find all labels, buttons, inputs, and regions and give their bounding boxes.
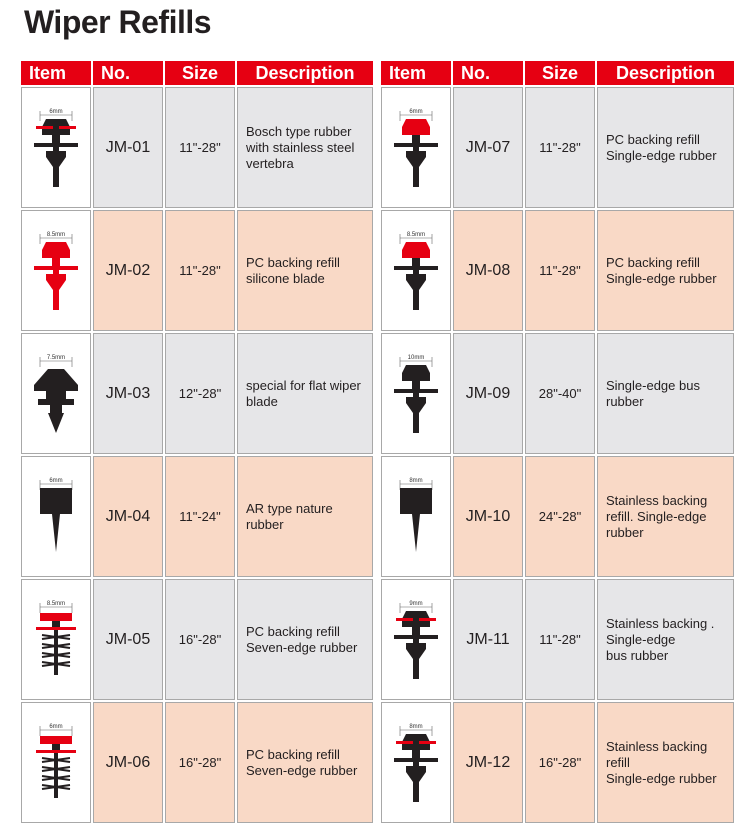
- header-item: Item: [381, 61, 451, 85]
- header-item: Item: [21, 61, 91, 85]
- item-description: Stainless backing . Single-edge bus rubb…: [597, 579, 734, 700]
- dimension-label: 6mm: [409, 109, 422, 115]
- header-size: Size: [525, 61, 595, 85]
- item-description: PC backing refill Single-edge rubber: [597, 87, 734, 208]
- dimension-label: 8.5mm: [407, 232, 425, 238]
- item-description: special for flat wiper blade: [237, 333, 373, 454]
- bus-steel-profile-icon: 9mm: [394, 601, 438, 679]
- item-description: PC backing refill silicone blade: [237, 210, 373, 331]
- bus-profile-icon: 10mm: [394, 355, 438, 433]
- refills-table-left: Item No. Size Description 6mm JM-01 11"-28…: [19, 59, 375, 825]
- dimension-label: 8.5mm: [47, 601, 65, 607]
- item-description: PC backing refill Seven-edge rubber: [237, 702, 373, 823]
- item-image: 8mm: [381, 456, 451, 577]
- seven-edge-profile-icon: 6mm: [36, 724, 76, 798]
- item-size: 28"-40": [525, 333, 595, 454]
- item-image: 7.5mm: [21, 333, 91, 454]
- item-size: 12"-28": [165, 333, 235, 454]
- table-row: 6mm JM-06 16"-28" PC backing refill Seven-e…: [21, 702, 373, 823]
- item-number: JM-02: [93, 210, 163, 331]
- item-number: JM-06: [93, 702, 163, 823]
- item-image: 8.5mm: [21, 210, 91, 331]
- header-no: No.: [453, 61, 523, 85]
- item-number: JM-09: [453, 333, 523, 454]
- table-row: 6mm JM-01 11"-28" Bosch type rubber with st…: [21, 87, 373, 208]
- table-row: 9mm JM-11 11"-28" Stainless backing . Singl…: [381, 579, 734, 700]
- pc-profile-icon: 6mm: [394, 109, 438, 187]
- header-description: Description: [597, 61, 734, 85]
- ar-profile-icon: 8mm: [399, 478, 433, 552]
- item-size: 16"-28": [165, 702, 235, 823]
- item-size: 11"-28": [165, 210, 235, 331]
- item-size: 11"-28": [525, 579, 595, 700]
- dimension-label: 8mm: [409, 478, 422, 484]
- item-image: 6mm: [21, 87, 91, 208]
- flat-profile-icon: 7.5mm: [34, 355, 78, 433]
- item-size: 11"-28": [525, 210, 595, 331]
- item-description: PC backing refill Seven-edge rubber: [237, 579, 373, 700]
- header-size: Size: [165, 61, 235, 85]
- item-size: 16"-28": [525, 702, 595, 823]
- table-row: 8.5mm JM-05 16"-28" PC backing refill Seven…: [21, 579, 373, 700]
- seven-edge-profile-icon: 8.5mm: [36, 601, 76, 675]
- item-image: 6mm: [21, 456, 91, 577]
- refills-table-right: Item No. Size Description 6mm JM-07 11"-28…: [379, 59, 736, 825]
- item-description: PC backing refill Single-edge rubber: [597, 210, 734, 331]
- item-number: JM-05: [93, 579, 163, 700]
- dimension-label: 6mm: [49, 478, 62, 484]
- pc-profile-icon: 8.5mm: [394, 232, 438, 310]
- table-row: 7.5mm JM-03 12"-28" special for flat wiper …: [21, 333, 373, 454]
- item-image: 8.5mm: [381, 210, 451, 331]
- header-description: Description: [237, 61, 373, 85]
- item-image: 9mm: [381, 579, 451, 700]
- item-number: JM-08: [453, 210, 523, 331]
- item-number: JM-07: [453, 87, 523, 208]
- item-size: 11"-28": [525, 87, 595, 208]
- item-description: Bosch type rubber with stainless steel v…: [237, 87, 373, 208]
- bosch-profile-icon: 8mm: [394, 724, 438, 802]
- table-row: 8.5mm JM-02 11"-28" PC backing refill silic…: [21, 210, 373, 331]
- bosch-profile-icon: 6mm: [34, 109, 78, 187]
- table-row: 8.5mm JM-08 11"-28" PC backing refill Singl…: [381, 210, 734, 331]
- dimension-label: 9mm: [409, 601, 422, 607]
- table-row: 6mm JM-04 11"-24" AR type nature rubber: [21, 456, 373, 577]
- page-title: Wiper Refills: [24, 4, 212, 40]
- item-image: 6mm: [21, 702, 91, 823]
- dimension-label: 6mm: [49, 724, 62, 730]
- dimension-label: 8mm: [409, 724, 422, 730]
- item-image: 8mm: [381, 702, 451, 823]
- item-image: 10mm: [381, 333, 451, 454]
- dimension-label: 7.5mm: [47, 355, 65, 361]
- item-description: Stainless backing refill. Single-edge ru…: [597, 456, 734, 577]
- item-number: JM-11: [453, 579, 523, 700]
- item-image: 6mm: [381, 87, 451, 208]
- item-description: Stainless backing refill Single-edge rub…: [597, 702, 734, 823]
- header-no: No.: [93, 61, 163, 85]
- table-row: 8mm JM-12 16"-28" Stainless backing refill …: [381, 702, 734, 823]
- item-number: JM-01: [93, 87, 163, 208]
- pc-silicone-profile-icon: 8.5mm: [34, 232, 78, 310]
- item-number: JM-10: [453, 456, 523, 577]
- dimension-label: 10mm: [408, 355, 425, 361]
- item-size: 24"-28": [525, 456, 595, 577]
- dimension-label: 6mm: [49, 109, 62, 115]
- item-image: 8.5mm: [21, 579, 91, 700]
- table-row: 6mm JM-07 11"-28" PC backing refill Single-…: [381, 87, 734, 208]
- item-number: JM-12: [453, 702, 523, 823]
- item-description: AR type nature rubber: [237, 456, 373, 577]
- table-row: 10mm JM-09 28"-40" Single-edge bus rubber: [381, 333, 734, 454]
- dimension-label: 8.5mm: [47, 232, 65, 238]
- ar-profile-icon: 6mm: [39, 478, 73, 552]
- item-number: JM-03: [93, 333, 163, 454]
- item-size: 16"-28": [165, 579, 235, 700]
- item-description: Single-edge bus rubber: [597, 333, 734, 454]
- table-row: 8mm JM-10 24"-28" Stainless backing refill.…: [381, 456, 734, 577]
- item-number: JM-04: [93, 456, 163, 577]
- item-size: 11"-24": [165, 456, 235, 577]
- item-size: 11"-28": [165, 87, 235, 208]
